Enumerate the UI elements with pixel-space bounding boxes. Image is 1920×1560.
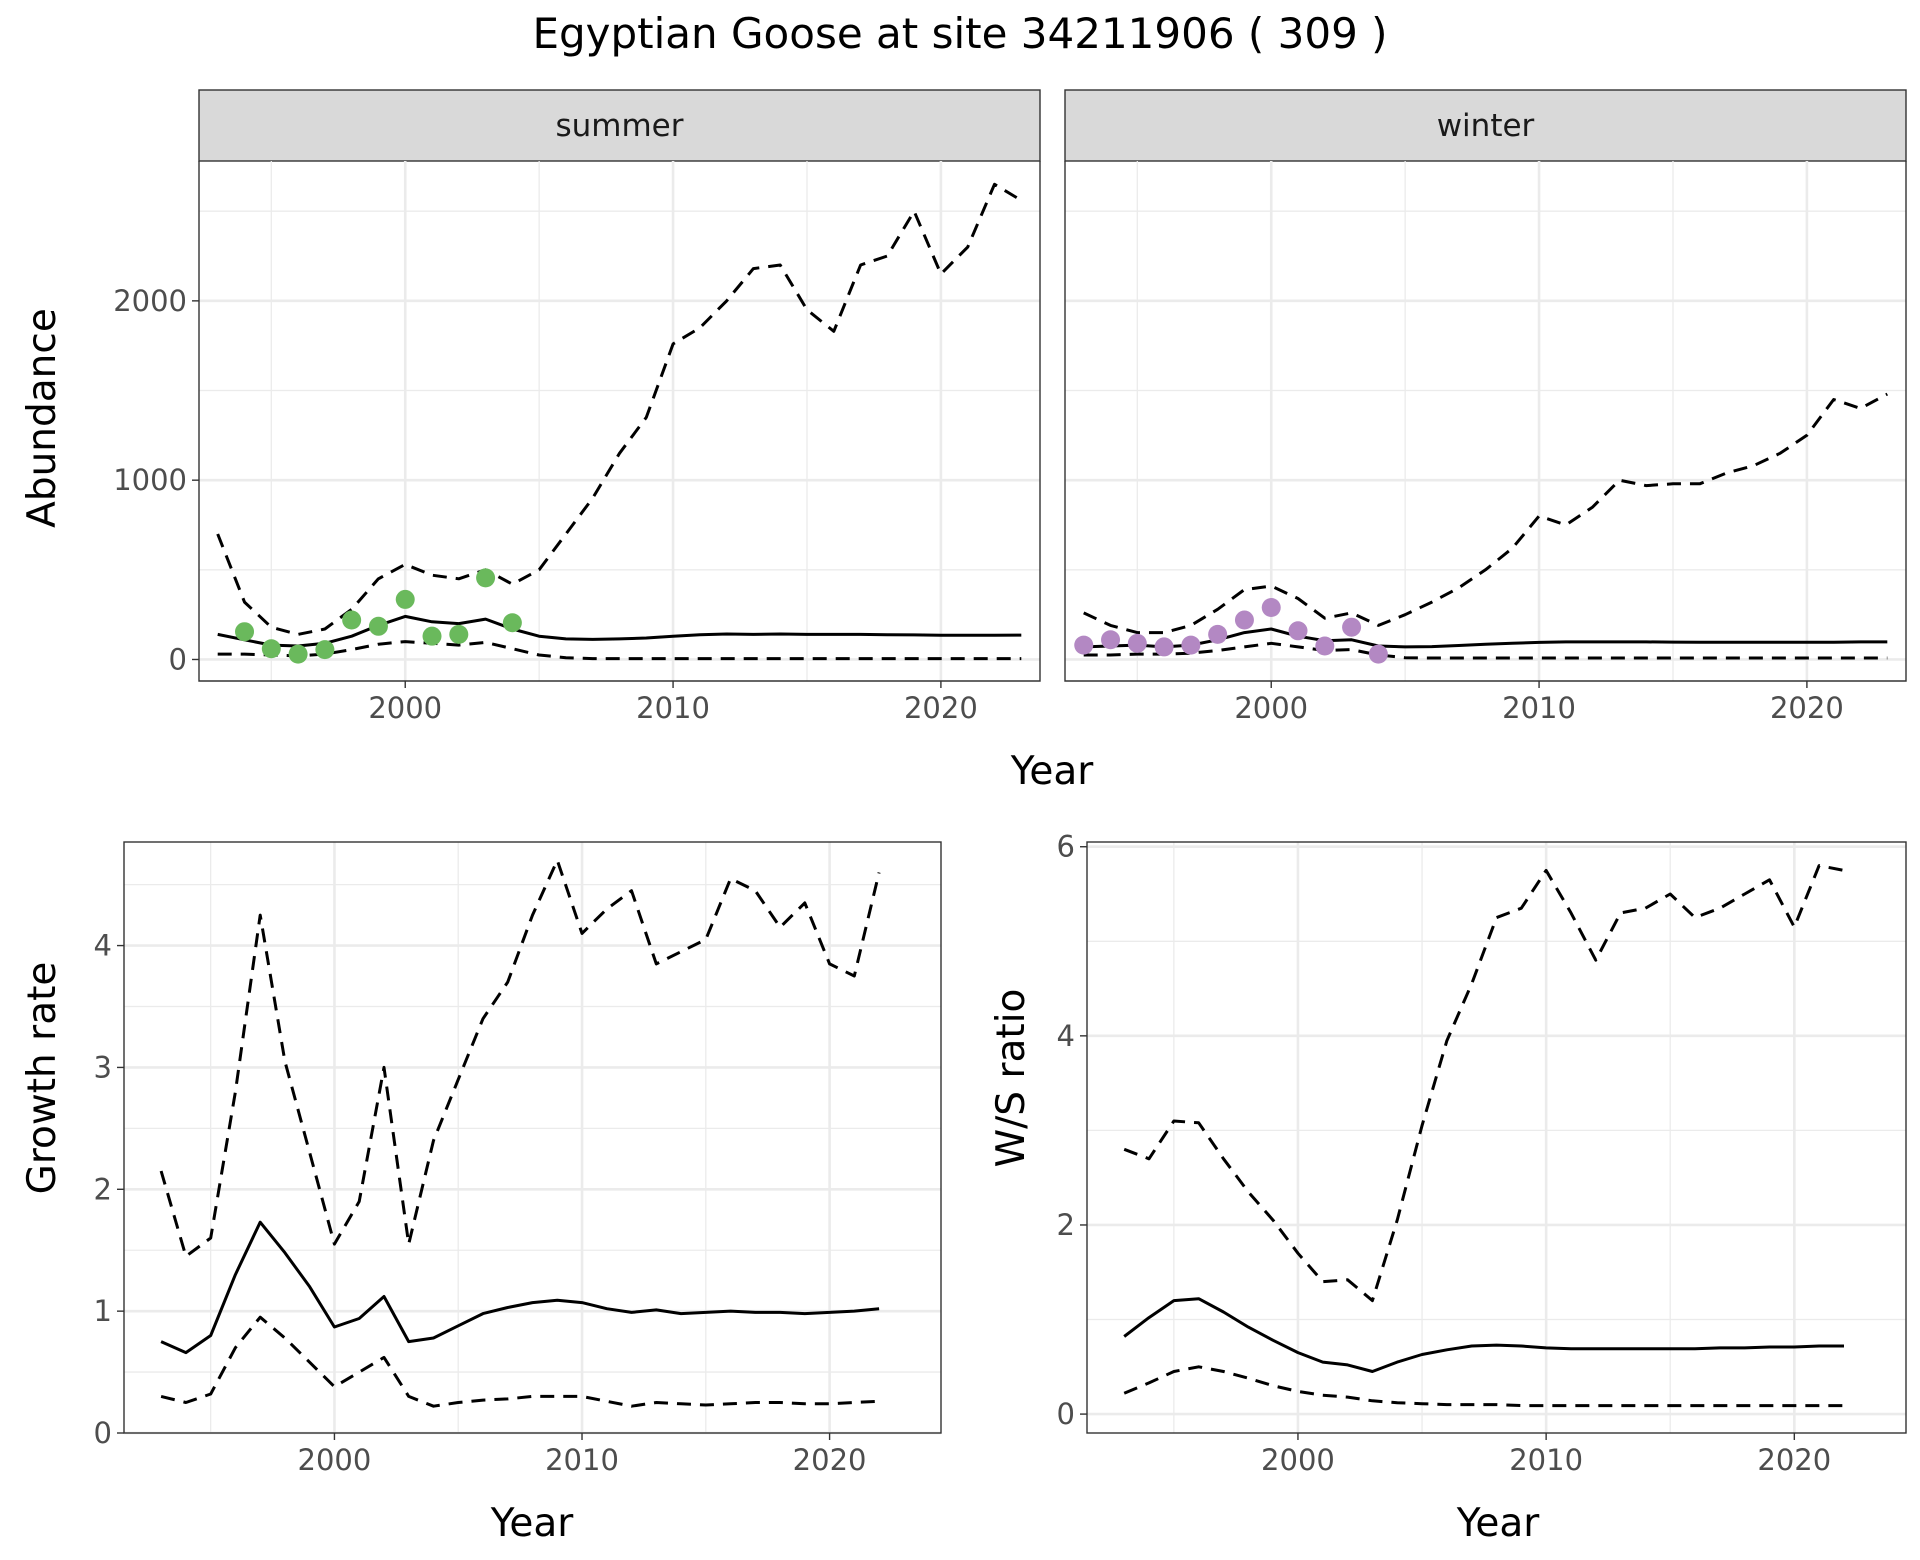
- growth-rate-y-tick-label: 1: [94, 1294, 112, 1328]
- abundance-x-axis-title: Year: [1010, 749, 1095, 794]
- summer-panel-border: [198, 161, 1041, 682]
- winter-observed-point: [1261, 597, 1281, 617]
- winter-observed-point: [1208, 624, 1228, 644]
- winter-observed-point: [1101, 630, 1121, 650]
- winter-estimate-line: [1083, 627, 1888, 649]
- summer-panel: 2000 2010 2020 0 1000 2000: [113, 161, 1041, 725]
- summer-observed-point: [422, 626, 442, 646]
- summer-observed-point: [288, 644, 308, 664]
- winter-lower-line: [1083, 641, 1888, 660]
- growth-rate-y-tick-label: 0: [94, 1416, 112, 1450]
- summer-y-tick-label: 1000: [113, 463, 187, 497]
- summer-x-tick-label: 2010: [636, 691, 710, 725]
- summer-observed-point: [261, 639, 281, 659]
- ws-ratio-x-tick-label: 2000: [1261, 1443, 1335, 1477]
- summer-estimate-line: [217, 614, 1022, 648]
- summer-observed-point: [368, 616, 388, 636]
- winter-observed-point: [1288, 621, 1308, 641]
- growth-rate-x-tick-label: 2010: [545, 1443, 619, 1477]
- winter-panel: 2000 2010 2020: [1064, 161, 1907, 725]
- growth-rate-chart: 2000 2010 2020 0 1 2 3 4 Growth rate Year: [20, 841, 942, 1546]
- growth-rate-estimate-line: [160, 1220, 880, 1355]
- winter-observed-point: [1181, 635, 1201, 655]
- winter-x-tick-label: 2010: [1502, 691, 1576, 725]
- summer-observed-point: [502, 613, 522, 633]
- ws-ratio-panel-border: [1086, 841, 1907, 1434]
- growth-rate-panel-border: [123, 841, 942, 1434]
- summer-observed-point: [476, 568, 496, 588]
- growth-rate-x-axis-title: Year: [490, 1501, 575, 1546]
- growth-rate-x-tick-label: 2020: [793, 1443, 867, 1477]
- ws-ratio-x-tick-label: 2010: [1509, 1443, 1583, 1477]
- winter-upper-line: [1083, 392, 1889, 635]
- summer-strip: [198, 89, 1041, 162]
- ws-ratio-y-axis-title: W/S ratio: [989, 989, 1034, 1168]
- summer-observed-point: [395, 589, 415, 609]
- ws-ratio-x-axis-title: Year: [1456, 1501, 1541, 1546]
- figure-title: Egyptian Goose at site 34211906 ( 309 ): [532, 9, 1387, 58]
- ws-ratio-chart: 2000 2010 2020 0 2 4 6 W/S ratio Year: [989, 830, 1907, 1546]
- winter-observed-point: [1154, 637, 1174, 657]
- summer-y-tick-label: 2000: [113, 284, 187, 318]
- growth-rate-upper-line: [159, 858, 881, 1258]
- ws-ratio-y-tick-label: 0: [1057, 1397, 1075, 1431]
- winter-observed-point: [1234, 610, 1254, 630]
- summer-observed-point: [315, 640, 335, 660]
- summer-strip-label: summer: [555, 108, 683, 144]
- winter-observed-point: [1074, 635, 1094, 655]
- ws-ratio-upper-line: [1123, 864, 1845, 1303]
- summer-lower-line: [217, 640, 1022, 661]
- winter-x-tick-label: 2020: [1770, 691, 1844, 725]
- summer-observed-point: [235, 622, 255, 642]
- growth-rate-panel: 2000 2010 2020 0 1 2 3 4: [94, 841, 942, 1477]
- growth-rate-x-tick-label: 2000: [298, 1443, 372, 1477]
- growth-rate-y-tick-label: 2: [94, 1172, 112, 1206]
- winter-observed-point: [1368, 644, 1388, 664]
- ws-ratio-y-tick-label: 2: [1057, 1208, 1075, 1242]
- winter-x-tick-label: 2000: [1234, 691, 1308, 725]
- ws-ratio-lower-line: [1123, 1365, 1844, 1408]
- summer-observed-point: [342, 610, 362, 630]
- ws-ratio-y-tick-label: 6: [1057, 830, 1075, 864]
- abundance-y-axis-title: Abundance: [20, 308, 65, 528]
- winter-strip: [1064, 89, 1907, 162]
- ws-ratio-x-tick-label: 2020: [1757, 1443, 1831, 1477]
- winter-observed-point: [1342, 617, 1362, 637]
- summer-upper-line: [216, 182, 1023, 636]
- ws-ratio-y-tick-label: 4: [1057, 1019, 1075, 1053]
- winter-panel-border: [1064, 161, 1907, 682]
- ws-ratio-estimate-line: [1123, 1297, 1844, 1373]
- ws-ratio-panel: 2000 2010 2020 0 2 4 6: [1057, 830, 1907, 1477]
- winter-observed-point: [1315, 636, 1335, 656]
- summer-y-tick-label: 0: [169, 642, 187, 676]
- growth-rate-y-tick-label: 3: [94, 1050, 112, 1084]
- winter-observed-point: [1127, 633, 1147, 653]
- summer-x-tick-label: 2000: [368, 691, 442, 725]
- growth-rate-y-axis-title: Growth rate: [20, 962, 65, 1195]
- summer-observed-point: [449, 624, 469, 644]
- growth-rate-lower-line: [160, 1315, 880, 1408]
- growth-rate-y-tick-label: 4: [94, 929, 112, 963]
- summer-x-tick-label: 2020: [904, 691, 978, 725]
- winter-strip-label: winter: [1437, 108, 1535, 144]
- abundance-chart: summer winter 2000 2010 2020 0 1000 2000 2000…: [20, 89, 1907, 794]
